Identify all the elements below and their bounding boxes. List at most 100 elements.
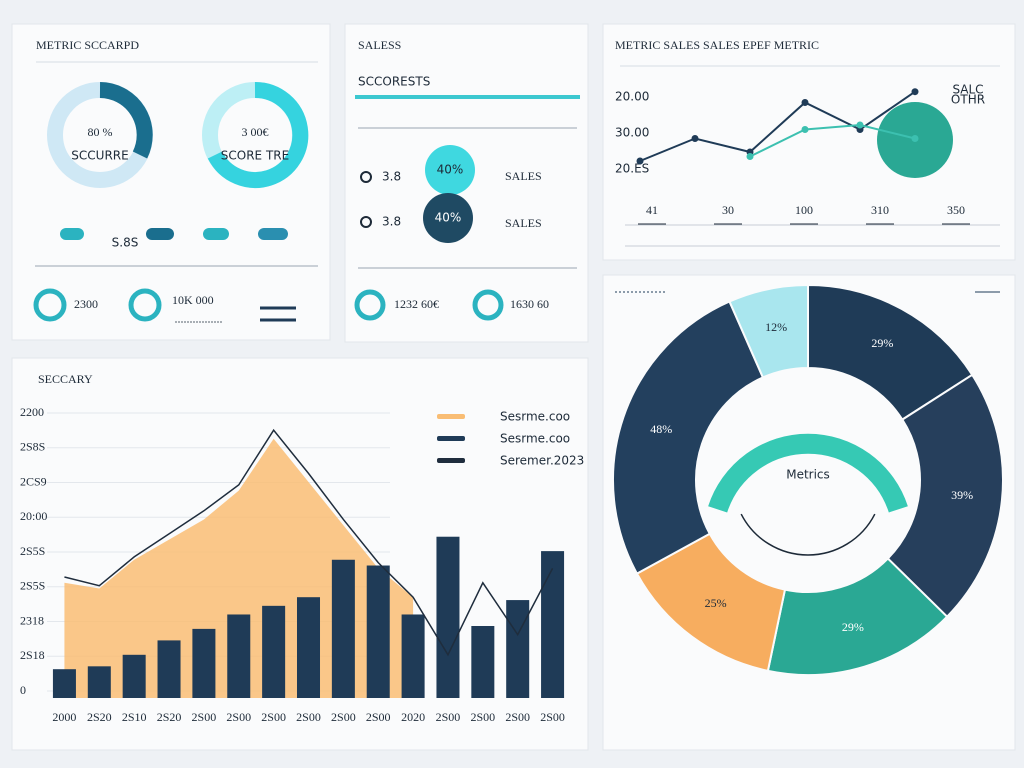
y-axis-text: 20.00: [615, 90, 649, 104]
pill: [258, 228, 288, 240]
line: [64, 428, 554, 657]
x-tick-label: 2S10: [122, 710, 147, 724]
legend-label: Sesrme.coo: [500, 432, 570, 446]
kpi: 30: [722, 203, 734, 217]
badge: [425, 145, 475, 195]
gauge-label: SCCURRE: [71, 149, 128, 163]
bar: [366, 565, 390, 698]
line: [639, 90, 916, 162]
x-tick-label: 2000: [52, 710, 76, 724]
legend-swatch: [437, 458, 465, 463]
center-label: Metrics: [786, 468, 830, 482]
row-label: SALES: [505, 216, 542, 230]
legend-swatch: [437, 414, 465, 419]
row-label: SALES: [505, 169, 542, 183]
inner-face: [696, 368, 920, 592]
row-key: 3.8: [382, 215, 401, 229]
point: [911, 135, 919, 142]
pill: [60, 228, 84, 240]
x-tick-label: 2S20: [157, 710, 182, 724]
legend-swatch: [437, 436, 465, 441]
bar: [157, 640, 181, 698]
kpi: 310: [871, 203, 889, 217]
kpi: 350: [947, 203, 965, 217]
x-tick-label: 2S00: [296, 710, 321, 724]
point: [691, 135, 699, 142]
gauge-arc: [207, 81, 309, 188]
bar: [296, 597, 321, 698]
y-axis-text: 2318: [20, 613, 44, 627]
inner-arc: [740, 513, 876, 556]
icon: [354, 289, 386, 321]
panel-title: METRIC SALES SALES EPEF METRIC: [615, 38, 819, 52]
gauge-value: 80 %: [88, 125, 113, 139]
x-tick-label: 2S00: [226, 710, 251, 724]
inner-ring: [708, 433, 908, 513]
y-axis-text: 2S18: [20, 648, 45, 662]
point: [911, 88, 919, 96]
stat: 1630 60: [510, 297, 549, 311]
stat: 10K 000: [172, 293, 214, 307]
bar: [52, 669, 76, 698]
x-tick-label: 2S00: [366, 710, 391, 724]
pill: [203, 228, 229, 240]
slice-label: 29%: [842, 620, 864, 634]
stat: 2300: [74, 297, 98, 311]
bar: [331, 559, 355, 698]
y-axis-text: 30.00: [615, 126, 649, 140]
caption: S.8S: [112, 236, 139, 250]
legend-label: SALC: [952, 83, 983, 97]
y-axis-text: 20.ES: [615, 162, 649, 176]
bar: [227, 614, 251, 698]
legend-label: OTHR: [951, 93, 985, 107]
y-axis-text: 2S5S: [20, 544, 45, 558]
icon: [360, 216, 372, 228]
y-axis-text: 2S8S: [20, 440, 45, 454]
x-tick-label: 2S00: [436, 710, 461, 724]
icon: [33, 288, 67, 322]
stat: 1232 60€: [394, 297, 439, 311]
point: [746, 153, 754, 160]
point: [636, 157, 644, 165]
x-tick-label: 2020: [401, 710, 425, 724]
badge-text: 40%: [437, 163, 464, 177]
row-key: 3.8: [382, 170, 401, 184]
point: [801, 99, 809, 106]
slice-label: 48%: [650, 422, 672, 436]
slice-label: 12%: [765, 320, 787, 334]
point: [801, 126, 809, 133]
panel-title: SECCARY: [38, 372, 93, 386]
slice-label: 39%: [951, 488, 973, 502]
y-axis-text: 20:00: [20, 509, 47, 523]
bar: [87, 666, 111, 698]
gauge-arc: [99, 82, 153, 159]
bar: [506, 600, 530, 698]
kpi: 41: [646, 203, 658, 217]
line: [749, 123, 916, 158]
bar: [122, 654, 146, 698]
icon: [360, 171, 372, 183]
bar: [401, 614, 425, 698]
panel-subtitle: SCCORESTS: [358, 75, 430, 89]
y-axis-text: 2S5S: [20, 579, 45, 593]
panel-title: SALESS: [358, 38, 401, 52]
slice-label: 25%: [705, 596, 727, 610]
x-tick-label: 2S20: [87, 710, 112, 724]
x-tick-label: 2S00: [261, 710, 286, 724]
gauge-label: SCORE TRE: [221, 149, 289, 163]
x-tick-label: 2S00: [540, 710, 565, 724]
x-tick-label: 2S00: [192, 710, 217, 724]
icon: [128, 288, 162, 322]
kpi: 100: [795, 203, 813, 217]
y-axis-text: 0: [20, 683, 26, 697]
icon: [472, 289, 504, 321]
bar: [436, 536, 460, 698]
slice-label: 29%: [871, 336, 893, 350]
legend-label: Seremer.2023: [500, 454, 584, 468]
x-tick-label: 2S00: [331, 710, 356, 724]
x-tick-label: 2S00: [470, 710, 495, 724]
badge: [423, 193, 473, 243]
y-axis-text: 2CS9: [20, 474, 47, 488]
bar: [541, 551, 565, 698]
